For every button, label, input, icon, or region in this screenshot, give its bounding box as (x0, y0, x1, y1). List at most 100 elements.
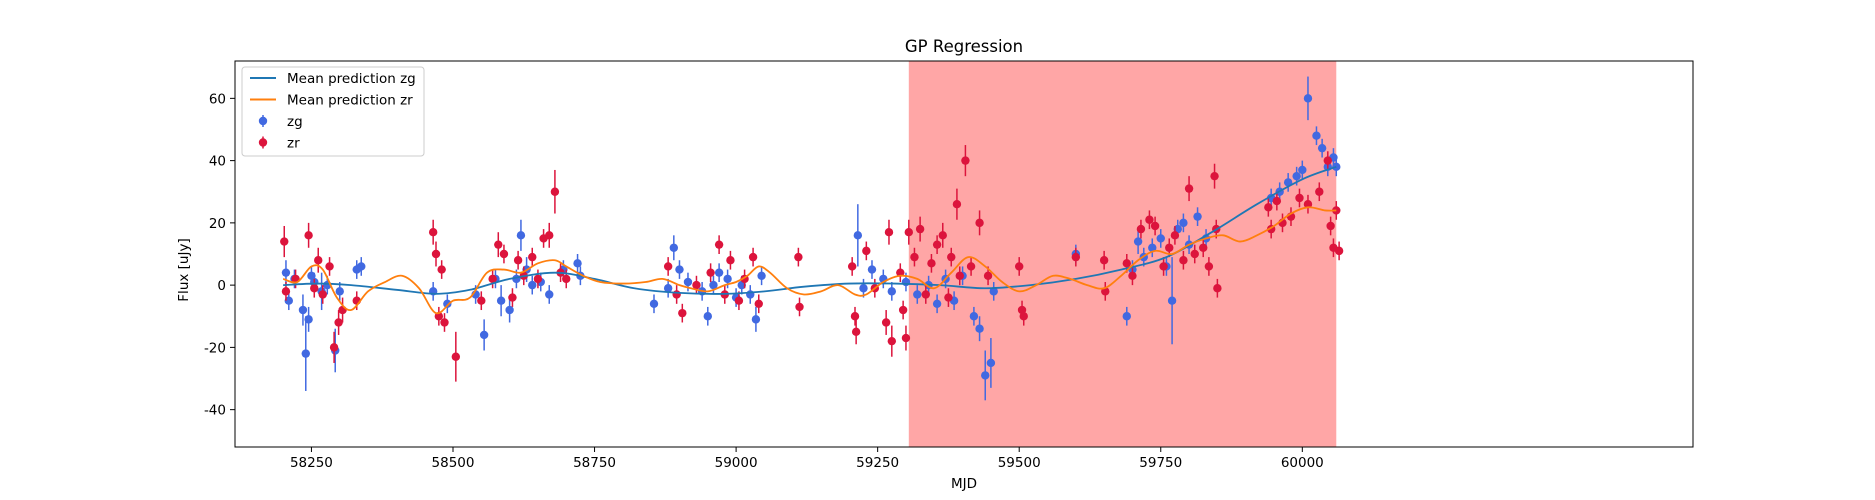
legend-label: zg (287, 114, 303, 130)
zg-point (479, 330, 489, 340)
zg-point (975, 324, 984, 333)
zr-point (952, 199, 962, 209)
zr-point (513, 256, 523, 265)
y-tick-label: 0 (217, 278, 226, 294)
zg-point (703, 312, 712, 321)
chart-title: GP Regression (905, 37, 1023, 56)
legend: Mean prediction zg Mean prediction zr zg zr (241, 66, 425, 157)
zr-mean-line (282, 206, 1337, 315)
zr-point (310, 284, 319, 293)
zr-point (451, 352, 461, 361)
zg-point (1133, 237, 1143, 246)
zr-point (794, 252, 803, 262)
zr-point (477, 296, 486, 305)
zr-point (1272, 196, 1282, 206)
zr-point (1315, 187, 1324, 196)
zr-point (1190, 249, 1199, 259)
zg-point (496, 296, 506, 305)
zr-point (947, 252, 956, 262)
zr-series (280, 145, 1344, 382)
legend-label: Mean prediction zg (287, 71, 416, 87)
zr-point (1204, 262, 1214, 271)
x-tick-label: 59500 (998, 455, 1041, 471)
zr-point (1122, 259, 1131, 268)
zr-point (533, 274, 543, 284)
zr-point (562, 274, 571, 284)
y-tick-label: 40 (209, 154, 226, 170)
y-tick-label: 60 (209, 91, 226, 107)
zg-point (853, 231, 863, 240)
zg-point (505, 305, 514, 315)
zr-point (338, 305, 347, 315)
zr-point (887, 336, 897, 346)
zr-point (1295, 193, 1304, 203)
legend-label: zr (287, 136, 300, 152)
zr-point (932, 240, 942, 249)
zg-point (663, 284, 673, 293)
zr-point (966, 262, 976, 271)
zr-point (938, 231, 947, 240)
zr-point (1071, 252, 1081, 262)
zg-point (1179, 218, 1188, 228)
highlight-region (908, 61, 1337, 447)
x-tick-label: 59250 (856, 455, 899, 471)
zr-point (881, 318, 891, 327)
zg-point (1148, 243, 1157, 252)
zr-point (663, 262, 673, 271)
x-tick-label: 58750 (573, 455, 616, 471)
zg-point (1312, 131, 1321, 140)
zg-point (573, 259, 582, 268)
zr-point (915, 224, 925, 234)
zr-point (1303, 199, 1313, 209)
zg-point (357, 262, 366, 271)
zr-point (904, 228, 913, 237)
legend-box (241, 66, 425, 157)
zr-point (431, 249, 441, 259)
x-tick-label: 58500 (432, 455, 475, 471)
zr-point (955, 271, 964, 280)
zr-point (754, 299, 763, 309)
zg-point (932, 299, 942, 309)
zr-point (1170, 231, 1180, 240)
y-axis-label: Flux [uJy] (176, 238, 192, 301)
zr-point (1128, 271, 1137, 280)
zr-point (440, 318, 449, 327)
zr-point (488, 274, 497, 284)
zr-point (734, 296, 744, 305)
zr-point (748, 252, 758, 262)
zr-point (975, 218, 984, 228)
zr-point (545, 231, 554, 240)
zr-point (325, 262, 334, 271)
zg-point (887, 287, 897, 296)
zr-point (281, 287, 291, 296)
x-axis-label: MJD (951, 476, 977, 492)
zg-point (1156, 234, 1165, 243)
zg-point (545, 290, 554, 299)
zr-point (528, 252, 537, 262)
zr-point (927, 259, 936, 268)
zr-point (983, 271, 993, 280)
zr-point (1099, 256, 1109, 265)
zr-point (795, 302, 804, 312)
zg-point (1193, 212, 1202, 221)
zr-point (921, 290, 930, 299)
zg-point (1167, 296, 1177, 305)
zr-point (437, 265, 446, 274)
zg-point (723, 274, 732, 284)
zg-point (335, 287, 344, 296)
zg-point (304, 315, 313, 324)
zr-point (714, 240, 724, 249)
zg-point (986, 358, 996, 368)
zg-point (1122, 312, 1131, 321)
zr-point (1015, 262, 1024, 271)
zg-point (528, 280, 537, 290)
zr-point (726, 256, 735, 265)
zr-point (428, 228, 438, 237)
x-tick-label: 59750 (1139, 455, 1182, 471)
legend-point-swatch (258, 138, 268, 147)
zr-point (494, 240, 503, 249)
zr-point (1334, 246, 1344, 256)
zg-point (1298, 165, 1307, 175)
zr-point (1136, 224, 1146, 234)
